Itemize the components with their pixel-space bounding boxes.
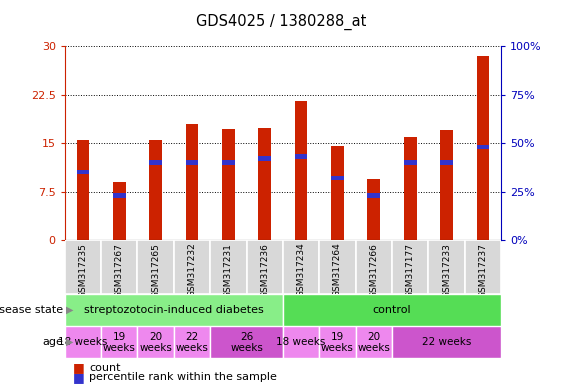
Text: ▶: ▶ [66, 337, 74, 347]
Text: GSM317267: GSM317267 [115, 243, 124, 298]
Bar [440, 130, 453, 240]
Text: GSM317237: GSM317237 [479, 243, 488, 298]
Bar [368, 179, 380, 240]
Text: ■: ■ [73, 371, 85, 384]
Bar [331, 146, 344, 240]
Bar [113, 193, 126, 198]
Bar [77, 170, 90, 174]
Bar [428, 240, 464, 294]
Bar [283, 240, 319, 294]
Bar [392, 240, 428, 294]
Bar [247, 240, 283, 294]
Bar [356, 240, 392, 294]
Text: ■: ■ [73, 361, 85, 374]
Bar [210, 240, 247, 294]
Bar [113, 182, 126, 240]
Text: GSM317265: GSM317265 [151, 243, 160, 298]
Text: GSM317233: GSM317233 [442, 243, 451, 298]
Bar [258, 127, 271, 240]
Bar [356, 326, 392, 358]
Text: 19
weeks: 19 weeks [321, 332, 354, 353]
Bar [101, 326, 137, 358]
Bar [222, 160, 235, 165]
Text: GDS4025 / 1380288_at: GDS4025 / 1380288_at [196, 13, 367, 30]
Text: GSM317177: GSM317177 [406, 243, 415, 298]
Bar [404, 137, 417, 240]
Bar [222, 129, 235, 240]
Bar [65, 240, 101, 294]
Text: GSM317231: GSM317231 [224, 243, 233, 298]
Text: ▶: ▶ [66, 305, 74, 315]
Bar [149, 141, 162, 240]
Bar [283, 326, 319, 358]
Bar [404, 160, 417, 165]
Text: 18 weeks: 18 weeks [276, 337, 326, 347]
Text: GSM317266: GSM317266 [369, 243, 378, 298]
Text: 20
weeks: 20 weeks [358, 332, 390, 353]
Bar [440, 160, 453, 165]
Text: 22
weeks: 22 weeks [176, 332, 208, 353]
Text: 26
weeks: 26 weeks [230, 332, 263, 353]
Bar [101, 240, 137, 294]
Text: count: count [89, 363, 120, 373]
Bar [294, 154, 307, 159]
Text: streptozotocin-induced diabetes: streptozotocin-induced diabetes [84, 305, 263, 315]
Bar [476, 145, 489, 149]
Text: 20
weeks: 20 weeks [139, 332, 172, 353]
Bar [186, 124, 198, 240]
Bar [149, 160, 162, 165]
Text: GSM317232: GSM317232 [187, 243, 196, 298]
Text: GSM317264: GSM317264 [333, 243, 342, 298]
Text: control: control [373, 305, 412, 315]
Bar [319, 326, 356, 358]
Bar [368, 193, 380, 198]
Bar [464, 240, 501, 294]
Text: age: age [42, 337, 63, 347]
Bar [65, 294, 283, 326]
Text: disease state: disease state [0, 305, 63, 315]
Text: GSM317236: GSM317236 [260, 243, 269, 298]
Bar [137, 240, 174, 294]
Text: GSM317234: GSM317234 [297, 243, 306, 298]
Bar [283, 294, 501, 326]
Text: 18 weeks: 18 weeks [58, 337, 108, 347]
Bar [65, 326, 101, 358]
Text: 19
weeks: 19 weeks [103, 332, 136, 353]
Bar [319, 240, 356, 294]
Bar [331, 176, 344, 180]
Bar [294, 101, 307, 240]
Bar [258, 156, 271, 161]
Text: percentile rank within the sample: percentile rank within the sample [89, 372, 277, 382]
Bar [174, 326, 210, 358]
Bar [137, 326, 174, 358]
Bar [392, 326, 501, 358]
Bar [210, 326, 283, 358]
Bar [174, 240, 210, 294]
Bar [77, 140, 90, 240]
Text: 22 weeks: 22 weeks [422, 337, 471, 347]
Bar [186, 160, 198, 165]
Bar [476, 56, 489, 240]
Text: GSM317235: GSM317235 [78, 243, 87, 298]
